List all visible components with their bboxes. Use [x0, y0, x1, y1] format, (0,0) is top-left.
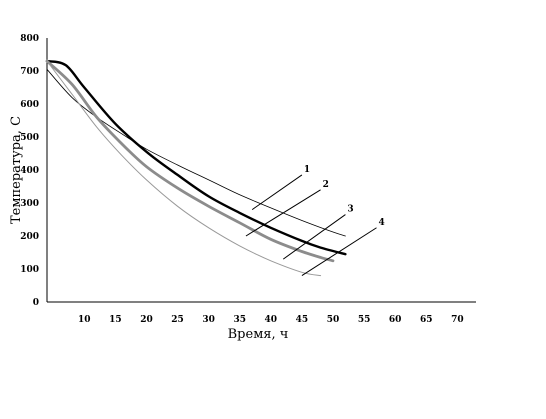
- curve-label-2: 2: [323, 180, 329, 190]
- y-axis-title: Температура, С: [9, 116, 24, 224]
- leader-line-3: [282, 214, 346, 260]
- curve-label-4: 4: [379, 218, 385, 228]
- x-tick-label: 15: [109, 315, 122, 325]
- y-tick-label: 200: [20, 232, 39, 242]
- x-tick-label: 70: [451, 315, 464, 325]
- x-tick-label: 45: [296, 315, 309, 325]
- x-tick-label: 35: [233, 315, 246, 325]
- x-tick-label: 40: [265, 315, 278, 325]
- x-tick-label: 10: [78, 315, 91, 325]
- y-tick-labels: 0 100 200 300 400 500 600 700 800: [20, 34, 39, 308]
- curve-annotations: 1 2 3 4: [245, 165, 385, 277]
- x-tick-label: 55: [358, 315, 371, 325]
- x-tick-labels: 10 15 20 25 30 35 40 45 50 55 60 65 70: [78, 315, 464, 325]
- series-line-1: [46, 68, 346, 237]
- x-tick-label: 30: [202, 315, 215, 325]
- x-tick-label: 20: [140, 315, 153, 325]
- y-tick-label: 400: [20, 166, 39, 176]
- y-tick-label: 100: [20, 265, 39, 275]
- leader-line-1: [251, 174, 303, 211]
- x-tick-label: 50: [327, 315, 340, 325]
- x-tick-label: 25: [171, 315, 184, 325]
- leader-line-4: [301, 227, 377, 277]
- y-tick-label: 700: [20, 67, 39, 77]
- axes: [46, 38, 476, 303]
- y-tick-label: 300: [20, 199, 39, 209]
- leader-line-2: [245, 189, 321, 237]
- y-tick-label: 600: [20, 100, 39, 110]
- series-line-2: [45, 59, 347, 256]
- series-lines: [45, 59, 347, 277]
- curve-label-3: 3: [347, 205, 353, 215]
- y-tick-label: 0: [33, 298, 39, 308]
- x-tick-label: 65: [420, 315, 433, 325]
- x-tick-label: 60: [389, 315, 402, 325]
- series-line-3: [45, 59, 335, 263]
- series-line-4: [46, 60, 322, 277]
- y-tick-label: 500: [20, 133, 39, 143]
- y-tick-label: 800: [20, 34, 39, 44]
- x-axis-title: Время, ч: [228, 327, 289, 342]
- curve-label-1: 1: [304, 165, 310, 175]
